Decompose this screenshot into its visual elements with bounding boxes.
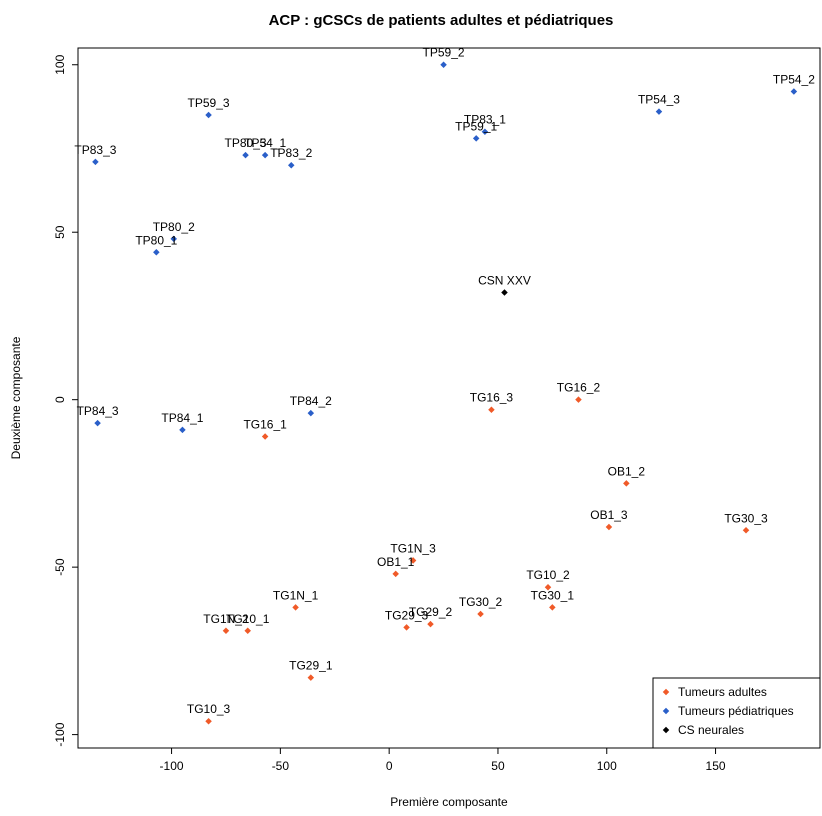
point-label: TP59_2: [423, 46, 465, 60]
point-label: TG1N_1: [273, 588, 319, 602]
data-point: [544, 583, 552, 591]
point-label: TG29_3: [385, 608, 429, 622]
x-tick-label: 0: [386, 759, 393, 773]
data-point: [222, 627, 230, 635]
point-label: TG30_3: [724, 511, 768, 525]
point-label: TP54_3: [638, 93, 680, 107]
point-label: OB1_1: [377, 555, 415, 569]
data-point: [427, 620, 434, 628]
point-labels: TG16_1 TG16_2 TG16_3 OB1_2 OB1_3 TG30_3 TG1N_3…: [74, 46, 815, 716]
legend-label: Tumeurs adultes: [678, 685, 767, 699]
data-points: [92, 61, 798, 725]
y-tick-label: -100: [53, 722, 67, 746]
data-point: [403, 624, 410, 631]
legend-box: [652, 677, 821, 749]
point-label: TP54_1: [244, 136, 286, 150]
point-label: TP80_1: [135, 233, 177, 247]
data-point: [153, 249, 160, 256]
x-tick-label: 100: [597, 759, 617, 773]
data-point: [92, 158, 99, 166]
data-point: [261, 433, 269, 440]
point-label: TG10_3: [187, 702, 231, 716]
point-label: OB1_2: [608, 464, 646, 478]
point-label: CSN XXV: [478, 273, 531, 287]
y-tick-label: 50: [53, 225, 67, 239]
data-point: [392, 570, 399, 578]
data-point: [307, 674, 315, 681]
point-label: TP59_3: [188, 96, 230, 110]
legend-marker: [662, 707, 670, 715]
data-point: [501, 289, 508, 296]
y-tick-label: 100: [53, 54, 67, 74]
x-axis: -100 -50 0 50 100 150: [160, 748, 726, 773]
chart-title: ACP : gCSCs de patients adultes et pédia…: [269, 12, 614, 29]
data-point: [742, 527, 750, 534]
point-label: TP80_2: [153, 220, 195, 234]
point-label: TP54_2: [773, 73, 815, 87]
data-point: [409, 557, 417, 564]
data-point: [549, 604, 556, 611]
y-axis-title: Deuxième composante: [9, 336, 23, 459]
plot-frame: [77, 47, 821, 749]
data-point: [292, 604, 299, 611]
point-label: TG10_2: [526, 568, 570, 582]
point-label: TG16_1: [243, 418, 287, 432]
data-point: [179, 426, 186, 434]
x-tick-label: 50: [491, 759, 505, 773]
data-point: [287, 161, 295, 169]
data-point: [472, 135, 480, 142]
data-point: [261, 151, 269, 159]
point-label: TG29_1: [289, 659, 333, 673]
data-point: [655, 108, 663, 115]
x-tick-label: 150: [706, 759, 726, 773]
data-point: [605, 523, 613, 531]
x-tick-label: -100: [160, 759, 184, 773]
data-point: [790, 88, 798, 95]
point-label: TP84_3: [77, 404, 119, 418]
point-label: TG16_2: [557, 381, 601, 395]
point-label: TP84_2: [290, 394, 332, 408]
data-point: [575, 396, 582, 403]
legend: Tumeurs adultes Tumeurs pédiatriques CS ne…: [652, 677, 821, 749]
point-label: OB1_3: [590, 508, 628, 522]
y-axis: -100 -50 0 50 100: [53, 54, 78, 747]
point-label: TP83_1: [464, 113, 506, 127]
point-label: TG16_3: [470, 391, 514, 405]
legend-label: Tumeurs pédiatriques: [678, 704, 794, 718]
data-point: [170, 235, 177, 243]
data-point: [242, 151, 249, 159]
data-point: [481, 128, 489, 135]
data-point: [205, 717, 212, 725]
y-tick-label: -50: [53, 558, 67, 576]
data-point: [94, 419, 101, 427]
point-label: TG30_1: [531, 588, 575, 602]
legend-marker: [662, 688, 670, 696]
point-label: TG29_2: [409, 605, 453, 619]
legend-marker: [662, 726, 670, 734]
y-tick-label: 0: [53, 396, 67, 403]
data-point: [205, 111, 212, 119]
point-label: TP59_1: [455, 119, 497, 133]
data-point: [440, 61, 447, 68]
data-point: [477, 610, 484, 618]
x-tick-label: -50: [272, 759, 290, 773]
point-label: TP84_1: [161, 411, 203, 425]
point-label: TG10_1: [226, 612, 270, 626]
point-label: TG1N_3: [390, 541, 436, 555]
data-point: [307, 409, 315, 417]
data-point: [488, 406, 495, 413]
point-label: TG1N_2: [203, 612, 249, 626]
point-label: TG30_2: [459, 595, 503, 609]
x-axis-title: Première composante: [390, 795, 508, 809]
data-point: [244, 627, 251, 635]
point-label: TP83_2: [270, 146, 312, 160]
point-label: TP80_3: [225, 136, 267, 150]
legend-label: CS neurales: [678, 723, 744, 737]
point-label: TP83_3: [74, 143, 116, 157]
data-point: [623, 480, 630, 487]
